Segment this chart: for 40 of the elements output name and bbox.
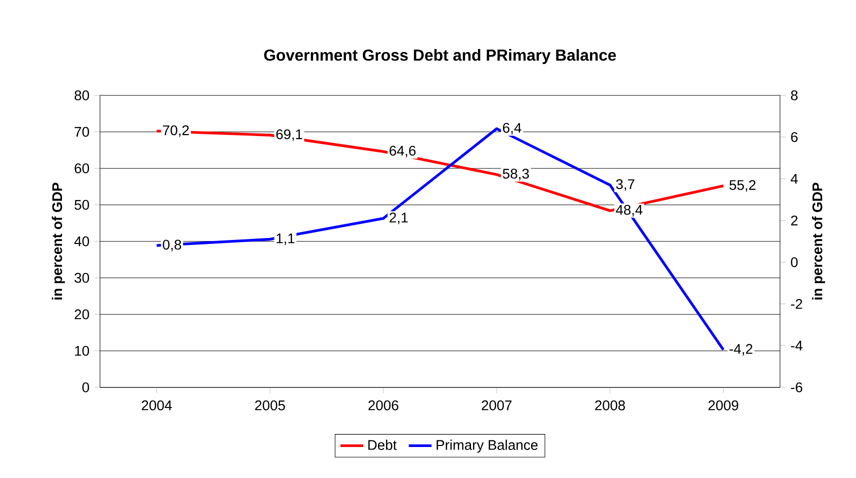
- x-tick-label: 2004: [142, 400, 172, 410]
- data-label: 64,6: [390, 146, 416, 158]
- y2-tick-label: 4: [790, 174, 798, 184]
- y-axis-title: in percent of GDP: [52, 182, 65, 300]
- y2-axis-title: in percent of GDP: [812, 182, 826, 300]
- y2-tick-label: -6: [791, 382, 802, 392]
- data-label: 55,2: [730, 180, 756, 192]
- y2-tick-label: -4: [791, 340, 802, 350]
- data-label: -4,2: [730, 344, 752, 356]
- data-label: 69,1: [276, 129, 302, 141]
- y-tick-label: 60: [74, 163, 90, 174]
- chart-title: Government Gross Debt and PRimary Balance: [264, 49, 616, 64]
- y2-tick-label: -2: [791, 299, 802, 309]
- x-tick-label: 2006: [368, 400, 398, 410]
- data-label: 70,2: [162, 125, 189, 137]
- legend-label: Primary Balance: [436, 440, 538, 453]
- data-label: 58,3: [502, 168, 529, 180]
- y-tick-label: 80: [74, 90, 90, 100]
- y-tick-label: 40: [74, 236, 90, 246]
- data-label: 3,7: [616, 179, 634, 191]
- x-tick-label: 2007: [482, 400, 512, 410]
- y-tick-label: 50: [74, 200, 90, 210]
- y2-tick-label: 6: [791, 132, 798, 142]
- data-label: 1,1: [276, 234, 294, 245]
- data-label: 2,1: [390, 212, 408, 224]
- y2-tick-label: 0: [790, 257, 798, 268]
- y2-tick-label: 8: [791, 90, 798, 100]
- data-label: 6,4: [502, 122, 522, 134]
- y-tick-label: 30: [74, 272, 90, 283]
- y-tick-label: 10: [75, 346, 90, 356]
- y-tick-label: 20: [74, 309, 90, 320]
- x-tick-label: 2009: [708, 400, 738, 410]
- x-tick-label: 2008: [595, 400, 625, 410]
- x-tick-label: 2005: [255, 400, 285, 410]
- data-label: 48,4: [616, 204, 642, 216]
- data-label: 0,8: [162, 240, 182, 252]
- y-tick-label: 70: [74, 126, 90, 137]
- y-tick-label: 0: [82, 382, 90, 392]
- legend-label: Debt: [368, 440, 397, 450]
- y2-tick-label: 2: [791, 216, 798, 226]
